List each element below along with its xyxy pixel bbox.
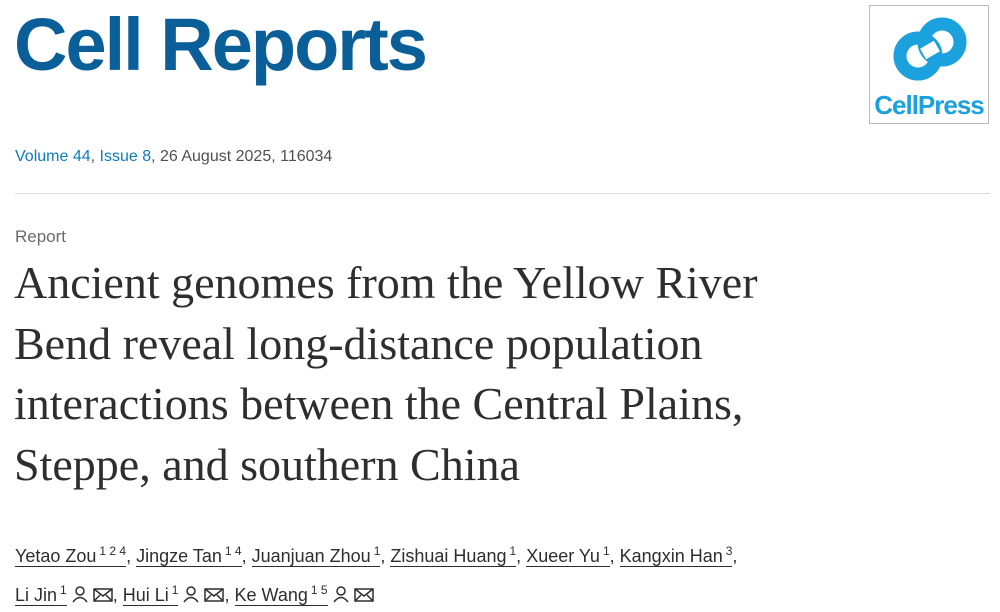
person-icon[interactable] [332,585,350,603]
affiliation: 1 [60,583,67,597]
author-text: Kangxin Han [619,546,723,566]
page: Article {"header": {"journal": "Cell Rep… [14,3,990,606]
contact-icons [328,585,374,605]
page-body: Cell Reports CellPress Volume 44, Issue … [14,3,990,606]
author-text: Xueer Yu [526,546,600,566]
email-icon[interactable] [92,587,113,603]
comma: , [516,546,522,566]
affiliation: 1 [171,583,179,597]
author-list: Yetao Zou 1 2 4, Jingze Tan 1 4, Juanjuan … [15,534,737,612]
logo-ring [917,17,967,67]
publisher-logo[interactable]: CellPress [869,5,989,124]
volume-link[interactable]: Volume 44 [15,148,91,165]
affiliation: 3 [725,544,733,558]
logo-gap [920,40,940,60]
author-line: Li Jin 1, Hui Li 1, Ke Wang 1 5 [15,573,737,612]
author-name[interactable]: Ke Wang 1 5 [234,583,328,606]
comma: , [224,585,230,605]
affiliation: 1 [373,544,381,558]
author-text: Jingze Tan [136,546,222,566]
logo-mark [893,17,967,81]
citation: Volume 44, Issue 8, 26 August 2025, 1160… [15,148,332,166]
author-text: Yetao Zou [15,546,97,566]
affiliation: 1 5 [310,583,328,597]
comma: , [112,585,118,605]
title-line: Bend reveal long-distance population [14,317,703,369]
citation-details: , 26 August 2025, 116034 [151,148,333,165]
title-line: Ancient genomes from the Yellow River [14,257,758,308]
author-line: Yetao Zou 1 2 4, Jingze Tan 1 4, Juanjuan … [15,534,737,573]
email-icon[interactable] [204,587,225,603]
affiliation: 1 [509,544,517,558]
article-title: Ancient genomes from the Yellow River Ben… [14,253,758,495]
article-type: Report [15,227,67,246]
author-name[interactable]: Li Jin 1 [15,583,67,606]
comma: , [609,546,615,566]
title-line: interactions between the Central Plains, [14,378,744,429]
title-line: Steppe, and southern China [14,438,520,490]
author-text: Li Jin [15,585,58,605]
divider [15,193,990,194]
author-text: Juanjuan Zhou [251,546,371,566]
comma: , [380,546,386,566]
comma: , [732,546,738,566]
author-name[interactable]: Xueer Yu 1 [526,544,610,567]
author-name[interactable]: Yetao Zou 1 2 4 [15,544,127,567]
author-text: Ke Wang [234,585,308,605]
affiliation: 1 [602,544,610,558]
person-icon[interactable] [71,585,89,603]
author-name[interactable]: Hui Li 1 [122,583,179,606]
email-icon[interactable] [353,587,374,603]
author-text: Zishuai Huang [390,546,507,566]
issue-link[interactable]: Issue 8 [99,148,152,165]
person-icon[interactable] [182,585,200,603]
comma: , [241,546,247,566]
journal-name[interactable]: Cell Reports [14,3,428,86]
comma: , [90,148,96,165]
contact-icons [67,585,113,605]
affiliation: 1 2 4 [99,544,127,558]
author-name[interactable]: Juanjuan Zhou 1 [251,544,381,567]
author-name[interactable]: Zishuai Huang 1 [390,544,517,567]
logo-text: CellPress [874,90,985,120]
author-text: Hui Li [122,585,169,605]
affiliation: 1 4 [224,544,242,558]
comma: , [126,546,132,566]
author-name[interactable]: Jingze Tan 1 4 [136,544,242,567]
author-name[interactable]: Kangxin Han 3 [619,544,733,567]
contact-icons [178,585,225,605]
